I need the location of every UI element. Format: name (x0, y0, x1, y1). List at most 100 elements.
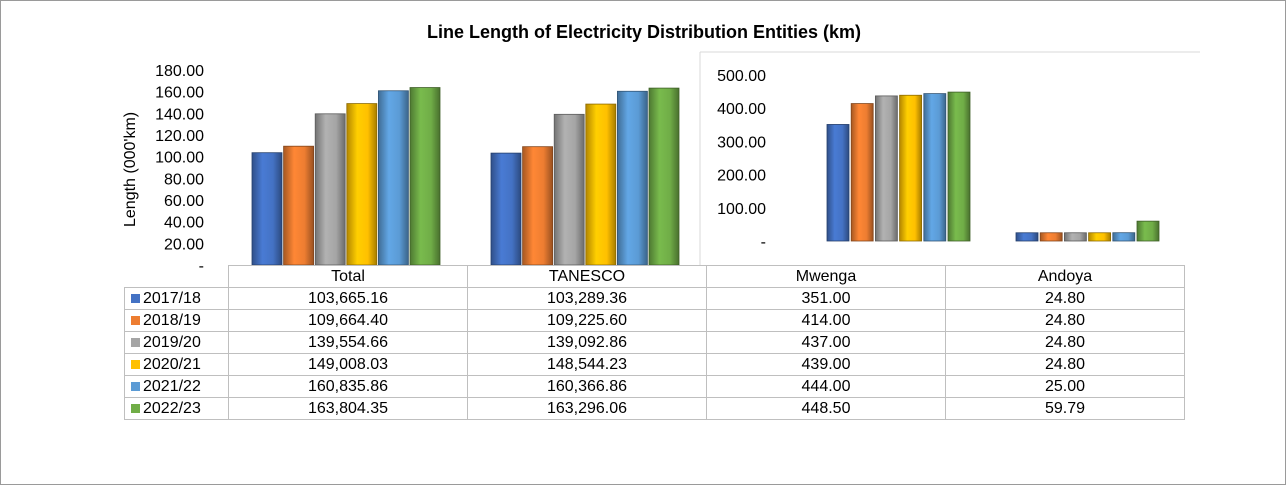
table-cell: 160,835.86 (228, 375, 468, 398)
left-tick-label: 40.00 (164, 215, 204, 232)
left-tick-label: 180.00 (155, 63, 204, 80)
table-row: 2022/23 163,804.35 163,296.06 448.50 59.79 (124, 397, 1185, 420)
table-header-cell: Mwenga (706, 265, 946, 288)
bar-tanesco-2017-18 (490, 152, 522, 266)
legend-label: 2020/21 (143, 355, 201, 373)
legend-entry: 2017/18 (124, 287, 229, 310)
legend-label: 2018/19 (143, 311, 201, 329)
right-tick-label: 300.00 (717, 134, 766, 151)
table-row: 2019/20 139,554.66 139,092.86 437.00 24.80 (124, 331, 1185, 354)
bar-mwenga-2021-22 (923, 93, 947, 242)
bar-tanesco-2019-20 (553, 113, 585, 266)
bar-mwenga-2017-18 (826, 124, 850, 242)
bar-andoya-2022-23 (1136, 220, 1160, 242)
table-cell: 149,008.03 (228, 353, 468, 376)
table-cell: 444.00 (706, 375, 946, 398)
bars (251, 87, 1160, 266)
legend-label: 2019/20 (143, 333, 201, 351)
right-tick-label: 200.00 (717, 168, 766, 185)
left-tick-label: 100.00 (155, 150, 204, 167)
table-cell: 59.79 (945, 397, 1185, 420)
bar-total-2020-21 (346, 103, 378, 266)
table-cell: 439.00 (706, 353, 946, 376)
left-tick-label: 20.00 (164, 236, 204, 253)
bar-andoya-2020-21 (1088, 232, 1111, 242)
table-cell: 148,544.23 (467, 353, 707, 376)
right-tick-label: - (761, 234, 766, 251)
table-cell: 109,225.60 (467, 309, 707, 332)
bar-total-2021-22 (377, 90, 409, 266)
bar-mwenga-2018-19 (850, 103, 874, 242)
legend-entry: 2021/22 (124, 375, 229, 398)
table-cell: 437.00 (706, 331, 946, 354)
table-cell: 163,804.35 (228, 397, 468, 420)
left-tick-label: 60.00 (164, 193, 204, 210)
left-tick-label: 80.00 (164, 171, 204, 188)
right-tick-label: 400.00 (717, 101, 766, 118)
bar-tanesco-2021-22 (617, 90, 648, 266)
left-tick-label: 140.00 (155, 106, 204, 123)
table-cell: 139,554.66 (228, 331, 468, 354)
table-header-cell: Total (228, 265, 468, 288)
table-row: 2021/22 160,835.86 160,366.86 444.00 25.00 (124, 375, 1185, 398)
data-table: Total TANESCO Mwenga Andoya 2017/18 103,6… (124, 265, 1185, 420)
table-cell: 24.80 (945, 331, 1185, 354)
legend-swatch (131, 315, 140, 325)
table-row: 2017/18 103,665.16 103,289.36 351.00 24.80 (124, 287, 1185, 310)
right-tick-label: 100.00 (717, 201, 766, 218)
right-tick-label: 500.00 (717, 68, 766, 85)
bar-andoya-2019-20 (1064, 232, 1087, 242)
legend-entry: 2020/21 (124, 353, 229, 376)
bar-andoya-2017-18 (1015, 232, 1039, 242)
table-cell: 160,366.86 (467, 375, 707, 398)
bar-tanesco-2020-21 (585, 103, 617, 266)
table-cell: 103,289.36 (467, 287, 707, 310)
left-axis-ticks: -20.0040.0060.0080.00100.00120.00140.001… (155, 63, 204, 275)
table-cell: 24.80 (945, 309, 1185, 332)
bar-mwenga-2019-20 (875, 95, 898, 242)
table-header-cell: TANESCO (467, 265, 707, 288)
bar-total-2017-18 (251, 152, 283, 266)
legend-swatch (131, 381, 140, 391)
legend-label: 2021/22 (143, 377, 201, 395)
table-header-row: Total TANESCO Mwenga Andoya (124, 265, 1185, 288)
table-header-cell: Andoya (945, 265, 1185, 288)
bar-total-2019-20 (314, 113, 346, 266)
table-cell: 414.00 (706, 309, 946, 332)
bar-andoya-2018-19 (1039, 232, 1063, 242)
table-corner (124, 265, 229, 288)
right-axis-ticks: - 100.00 200.00 300.00 400.00 500.00 (717, 68, 766, 251)
legend-entry: 2018/19 (124, 309, 229, 332)
table-row: 2020/21 149,008.03 148,544.23 439.00 24.80 (124, 353, 1185, 376)
legend-swatch (131, 337, 140, 347)
bar-total-2022-23 (409, 87, 441, 266)
table-cell: 109,664.40 (228, 309, 468, 332)
table-cell: 24.80 (945, 353, 1185, 376)
bar-mwenga-2022-23 (947, 91, 971, 242)
legend-label: 2022/23 (143, 399, 201, 417)
bar-tanesco-2022-23 (648, 87, 680, 266)
left-tick-label: 120.00 (155, 128, 204, 145)
legend-label: 2017/18 (143, 289, 201, 307)
table-cell: 139,092.86 (467, 331, 707, 354)
bar-mwenga-2020-21 (899, 94, 922, 242)
table-cell: 103,665.16 (228, 287, 468, 310)
legend-swatch (131, 293, 140, 303)
table-cell: 24.80 (945, 287, 1185, 310)
bar-andoya-2021-22 (1112, 232, 1136, 242)
bar-total-2018-19 (283, 145, 315, 266)
table-cell: 163,296.06 (467, 397, 707, 420)
bar-tanesco-2018-19 (522, 146, 553, 266)
legend-entry: 2022/23 (124, 397, 229, 420)
left-tick-label: 160.00 (155, 85, 204, 102)
legend-swatch (131, 359, 140, 369)
table-cell: 25.00 (945, 375, 1185, 398)
table-cell: 448.50 (706, 397, 946, 420)
legend-entry: 2019/20 (124, 331, 229, 354)
chart-title: Line Length of Electricity Distribution … (426, 22, 862, 42)
table-row: 2018/19 109,664.40 109,225.60 414.00 24.80 (124, 309, 1185, 332)
table-cell: 351.00 (706, 287, 946, 310)
legend-swatch (131, 403, 140, 413)
